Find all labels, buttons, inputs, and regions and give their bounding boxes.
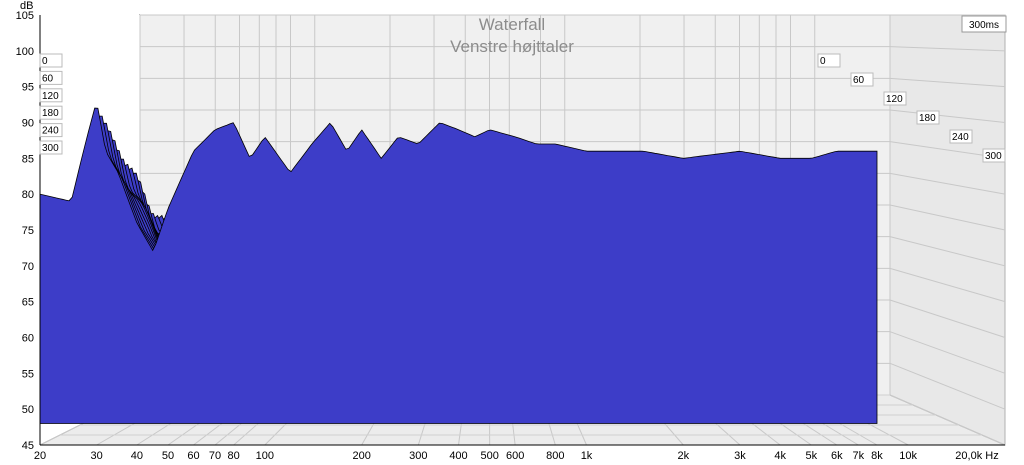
time-label-left: 240 xyxy=(42,126,59,137)
time-label-box xyxy=(39,70,63,85)
time-label-box xyxy=(982,148,1006,163)
time-label-left: 120 xyxy=(42,91,59,102)
x-tick-label: 20 xyxy=(34,450,46,462)
x-tick-label: 80 xyxy=(228,450,240,462)
side-grid-line xyxy=(889,77,1006,88)
y-axis-unit: dB xyxy=(20,0,33,12)
x-tick-label: 200 xyxy=(352,450,370,462)
side-grid-line xyxy=(889,46,1006,52)
x-tick-label: 100 xyxy=(256,450,274,462)
x-tick-label: 300 xyxy=(409,450,427,462)
axes: 45 50 55 60 65 70 75 80 85 90 95 100 105 20 30 40 50 60 70… xyxy=(16,10,1006,462)
time-label-box xyxy=(817,53,841,68)
y-tick-label: 85 xyxy=(22,153,34,165)
side-grid-line xyxy=(889,331,1006,374)
chart-title: Waterfall xyxy=(479,15,545,34)
decay-slices xyxy=(39,107,878,424)
time-label-right: 300 xyxy=(985,151,1002,162)
x-tick-label: 50 xyxy=(162,450,174,462)
time-label-box xyxy=(39,105,63,120)
y-tick-label: 105 xyxy=(16,10,34,22)
y-tick-label: 80 xyxy=(22,189,34,201)
x-tick-label: 7k xyxy=(853,450,865,462)
side-grid-line xyxy=(889,362,1006,410)
time-label-box xyxy=(39,123,63,138)
x-tick-label: 40 xyxy=(131,450,143,462)
time-label-right: 0 xyxy=(820,56,826,67)
time-label-box xyxy=(39,53,63,68)
side-grid-line xyxy=(889,236,1006,267)
x-tick-label: 500 xyxy=(480,450,498,462)
time-label-left: 0 xyxy=(42,56,48,67)
y-tick-label: 100 xyxy=(16,46,34,58)
x-tick-label: 600 xyxy=(506,450,524,462)
y-tick-label: 65 xyxy=(22,297,34,309)
y-tick-label: 45 xyxy=(22,440,34,452)
side-grid-line xyxy=(889,172,1006,195)
x-tick-label: 30 xyxy=(91,450,103,462)
time-label-left: 180 xyxy=(42,108,59,119)
x-tick-label: 10k xyxy=(899,450,917,462)
time-label-right: 180 xyxy=(919,113,936,124)
time-label-left: 300 xyxy=(42,143,59,154)
x-tick-label: 20,0k Hz xyxy=(955,450,998,462)
y-tick-label: 70 xyxy=(22,261,34,273)
y-tick-label: 50 xyxy=(22,404,34,416)
time-label-box xyxy=(39,140,63,155)
side-grid-line xyxy=(889,299,1006,338)
time-label-box xyxy=(850,72,874,87)
x-tick-label: 1k xyxy=(581,450,593,462)
x-tick-label: 400 xyxy=(449,450,467,462)
time-label-box xyxy=(949,129,973,144)
x-tick-label: 800 xyxy=(546,450,564,462)
time-window-badge: 300ms xyxy=(961,15,1007,33)
time-label-box xyxy=(883,91,907,106)
time-label-right: 120 xyxy=(886,94,903,105)
chart-subtitle: Venstre højttaler xyxy=(450,37,574,56)
side-grid-line xyxy=(889,204,1006,231)
x-tick-label: 70 xyxy=(209,450,221,462)
y-tick-label: 55 xyxy=(22,368,34,380)
time-label-left: 60 xyxy=(42,73,54,84)
decay-slice xyxy=(39,107,878,424)
y-tick-label: 60 xyxy=(22,333,34,345)
time-label-right: 60 xyxy=(853,75,865,86)
time-window-label: 300ms xyxy=(969,20,999,31)
x-tick-label: 3k xyxy=(734,450,746,462)
time-label-right: 240 xyxy=(952,132,969,143)
y-tick-label: 75 xyxy=(22,225,34,237)
side-grid-line xyxy=(889,109,1006,123)
x-tick-label: 2k xyxy=(678,450,690,462)
y-tick-label: 90 xyxy=(22,118,34,130)
x-tick-label: 60 xyxy=(187,450,199,462)
time-label-box xyxy=(916,110,940,125)
x-tick-label: 8k xyxy=(871,450,883,462)
x-tick-label: 6k xyxy=(831,450,843,462)
side-grid-line xyxy=(889,394,1006,446)
x-tick-label: 5k xyxy=(806,450,818,462)
time-label-box xyxy=(39,88,63,103)
side-grid-line xyxy=(889,267,1006,303)
y-tick-label: 95 xyxy=(22,82,34,94)
x-tick-label: 4k xyxy=(774,450,786,462)
